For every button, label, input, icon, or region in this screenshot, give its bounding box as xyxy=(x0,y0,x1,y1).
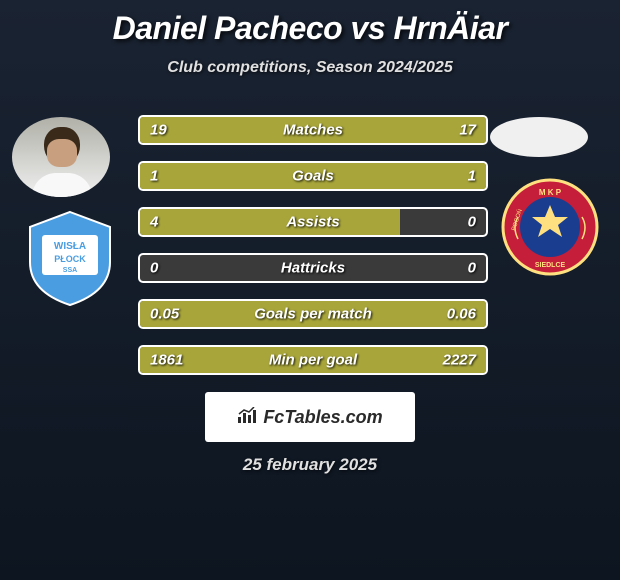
branding-badge: FcTables.com xyxy=(205,392,415,442)
page-title: Daniel Pacheco vs HrnÄiar xyxy=(0,10,620,47)
stat-label: Min per goal xyxy=(140,352,486,369)
branding-text: FcTables.com xyxy=(263,407,382,428)
svg-text:SSA: SSA xyxy=(63,267,77,274)
stat-value-right: 17 xyxy=(459,122,476,139)
stat-label: Hattricks xyxy=(140,260,486,277)
stat-row: 19Matches17 xyxy=(138,115,488,145)
date-label: 25 february 2025 xyxy=(0,455,620,475)
svg-text:WISŁA: WISŁA xyxy=(54,241,86,252)
stat-label: Assists xyxy=(140,214,486,231)
stat-row: 4Assists0 xyxy=(138,207,488,237)
svg-text:SIEDLCE: SIEDLCE xyxy=(535,262,566,269)
comparison-content: WISŁA PŁOCK SSA M K P SIEDLCE POGOŃ 19Ma… xyxy=(0,107,620,397)
chart-icon xyxy=(237,407,257,428)
club-logo-left: WISŁA PŁOCK SSA xyxy=(20,207,120,307)
stat-label: Goals xyxy=(140,168,486,185)
stat-value-right: 0 xyxy=(468,260,476,277)
stat-row: 1861Min per goal2227 xyxy=(138,345,488,375)
stat-value-right: 1 xyxy=(468,168,476,185)
stats-container: 19Matches171Goals14Assists00Hattricks00.… xyxy=(138,115,488,391)
stat-value-right: 2227 xyxy=(443,352,476,369)
stat-label: Matches xyxy=(140,122,486,139)
player-avatar-left xyxy=(12,117,110,197)
stat-label: Goals per match xyxy=(140,306,486,323)
svg-text:M K P: M K P xyxy=(539,188,562,197)
header: Daniel Pacheco vs HrnÄiar Club competiti… xyxy=(0,0,620,77)
stat-row: 0.05Goals per match0.06 xyxy=(138,299,488,329)
stat-value-right: 0 xyxy=(468,214,476,231)
stat-row: 0Hattricks0 xyxy=(138,253,488,283)
player-avatar-right xyxy=(490,117,588,157)
stat-value-right: 0.06 xyxy=(447,306,476,323)
club-logo-right: M K P SIEDLCE POGOŃ xyxy=(500,177,600,277)
page-subtitle: Club competitions, Season 2024/2025 xyxy=(0,59,620,77)
svg-text:PŁOCK: PŁOCK xyxy=(54,254,86,264)
stat-row: 1Goals1 xyxy=(138,161,488,191)
